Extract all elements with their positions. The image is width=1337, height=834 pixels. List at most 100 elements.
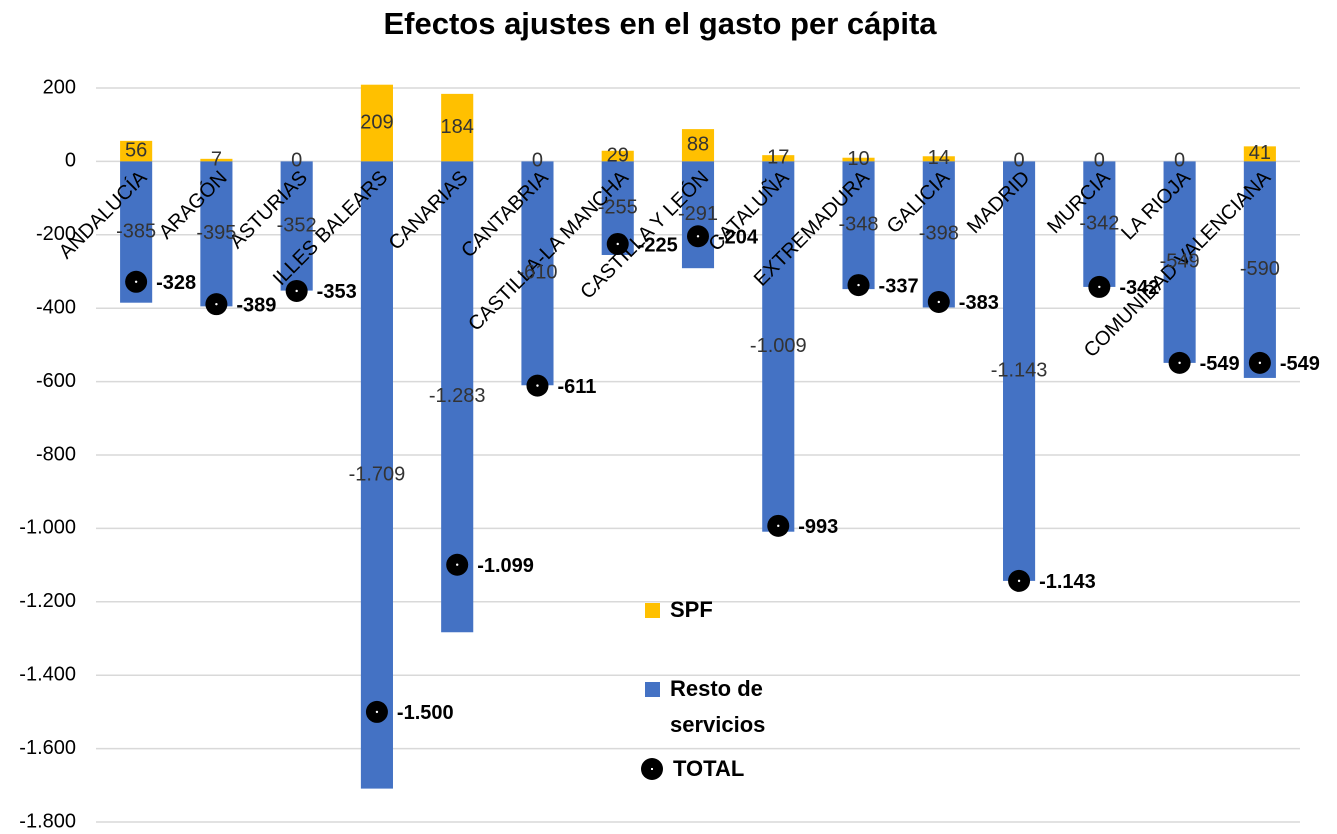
data-label: -291 bbox=[678, 203, 718, 225]
data-label: -328 bbox=[156, 272, 196, 294]
data-label: -1.143 bbox=[1039, 571, 1096, 593]
bar bbox=[441, 93, 474, 162]
total-marker-center bbox=[1178, 361, 1181, 365]
total-marker-center bbox=[536, 384, 539, 387]
bar bbox=[762, 155, 795, 162]
data-label: -611 bbox=[557, 376, 596, 398]
data-label: 29 bbox=[607, 144, 629, 166]
bar bbox=[842, 157, 875, 162]
total-marker-center bbox=[1017, 579, 1021, 583]
data-label: 0 bbox=[1014, 150, 1025, 172]
data-label: -1.709 bbox=[349, 463, 406, 485]
legend-swatch bbox=[645, 682, 660, 697]
data-label: -204 bbox=[718, 227, 759, 249]
data-label: 0 bbox=[532, 150, 543, 172]
y-tick-label: -800 bbox=[36, 443, 76, 465]
data-label: 14 bbox=[928, 147, 950, 169]
data-label: 0 bbox=[1174, 150, 1185, 172]
data-label: -610 bbox=[517, 262, 557, 284]
chart-title: Efectos ajustes en el gasto per cápita bbox=[383, 6, 937, 41]
data-label: -342 bbox=[1079, 212, 1119, 234]
total-marker-center bbox=[857, 283, 860, 287]
data-label: -1.283 bbox=[429, 385, 486, 407]
bar bbox=[200, 161, 233, 307]
bar bbox=[681, 161, 715, 269]
bar bbox=[280, 161, 313, 291]
data-label: -337 bbox=[879, 275, 919, 297]
legend-label: SPF bbox=[670, 597, 713, 622]
bar bbox=[360, 161, 393, 789]
data-label: -549 bbox=[1200, 353, 1240, 375]
y-tick-label: -1.400 bbox=[19, 663, 76, 685]
legend-swatch bbox=[645, 603, 660, 618]
bar bbox=[922, 161, 955, 308]
legend-label: TOTAL bbox=[673, 756, 745, 781]
data-label: 10 bbox=[847, 148, 869, 170]
y-tick-label: -400 bbox=[36, 296, 76, 318]
total-marker-center bbox=[937, 300, 940, 304]
data-label: 184 bbox=[441, 116, 474, 138]
total-marker-center bbox=[1258, 361, 1262, 365]
bar bbox=[1003, 161, 1036, 581]
data-label: -255 bbox=[598, 196, 638, 218]
legend-swatch bbox=[641, 758, 663, 780]
y-tick-label: -1.200 bbox=[19, 590, 76, 612]
data-label: -590 bbox=[1240, 258, 1280, 280]
legend-item: Resto de servicios bbox=[645, 676, 790, 743]
data-label: -352 bbox=[277, 214, 317, 236]
y-tick-label: -600 bbox=[36, 370, 76, 392]
legend-item: SPF bbox=[645, 597, 790, 628]
bar bbox=[521, 161, 554, 386]
total-marker-center bbox=[616, 242, 619, 246]
data-label: -353 bbox=[317, 281, 357, 303]
y-tick-label: -200 bbox=[36, 223, 76, 245]
data-label: 0 bbox=[1094, 150, 1105, 172]
data-label: 209 bbox=[360, 111, 393, 133]
bar bbox=[360, 84, 393, 162]
data-label: 56 bbox=[125, 139, 147, 161]
total-marker-center bbox=[375, 710, 379, 714]
data-label: 17 bbox=[767, 147, 789, 169]
data-label: 88 bbox=[687, 134, 709, 156]
data-label: 41 bbox=[1249, 142, 1271, 164]
bar bbox=[1083, 161, 1116, 287]
data-label: -385 bbox=[116, 220, 156, 242]
data-label: -1.500 bbox=[397, 702, 454, 724]
y-tick-label: 0 bbox=[65, 150, 76, 172]
data-label: -225 bbox=[638, 234, 678, 256]
data-label: 7 bbox=[211, 148, 222, 170]
data-label: -383 bbox=[959, 292, 999, 314]
bar bbox=[1243, 146, 1276, 162]
total-marker-center bbox=[456, 563, 459, 566]
y-tick-label: 200 bbox=[43, 76, 76, 98]
data-label: -398 bbox=[919, 223, 959, 245]
total-marker-center bbox=[696, 235, 700, 238]
data-label: -1.143 bbox=[991, 359, 1048, 381]
total-marker-center bbox=[777, 524, 780, 528]
bar bbox=[762, 161, 795, 532]
total-marker-center bbox=[1098, 285, 1101, 289]
total-marker-center bbox=[215, 302, 218, 306]
bar bbox=[1163, 161, 1196, 363]
data-label: -348 bbox=[839, 214, 879, 236]
data-label: -1.099 bbox=[477, 555, 534, 577]
data-label: -342 bbox=[1119, 277, 1159, 299]
y-tick-label: -1.600 bbox=[19, 737, 76, 759]
y-tick-label: -1.800 bbox=[19, 810, 76, 832]
data-label: 0 bbox=[291, 150, 302, 172]
total-marker-center bbox=[134, 280, 138, 283]
data-label: -1.009 bbox=[750, 335, 807, 357]
bar bbox=[842, 161, 875, 290]
y-tick-label: -1.000 bbox=[19, 517, 76, 539]
data-label: -993 bbox=[798, 516, 838, 538]
data-label: -549 bbox=[1280, 353, 1320, 375]
data-label: -549 bbox=[1160, 250, 1200, 272]
bar bbox=[120, 140, 153, 162]
bar bbox=[601, 150, 634, 162]
bar bbox=[200, 158, 233, 162]
legend-item: TOTAL bbox=[641, 756, 793, 787]
data-label: -395 bbox=[196, 222, 236, 244]
legend-label: Resto de servicios bbox=[670, 676, 766, 737]
